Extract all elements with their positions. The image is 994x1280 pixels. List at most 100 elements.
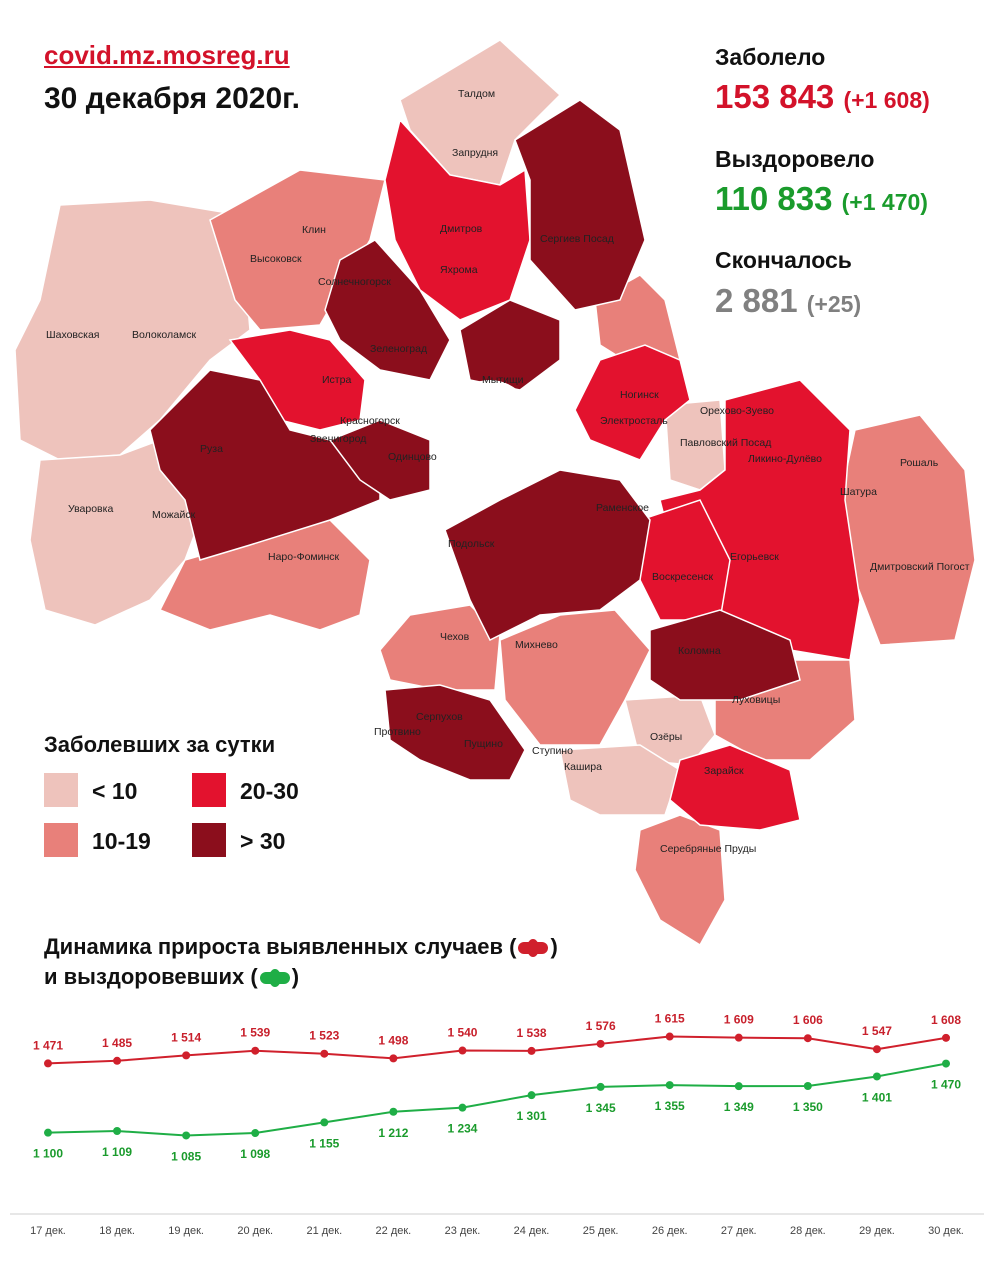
recovered-point xyxy=(389,1107,398,1116)
recovered-point xyxy=(320,1118,329,1127)
cases-data-label: 1 514 xyxy=(171,1030,201,1044)
map-label: Ликино-Дулёво xyxy=(748,453,822,465)
recovered-data-label: 1 345 xyxy=(586,1101,616,1115)
region-solnech xyxy=(324,239,451,381)
map-label: Дмитровский Погост xyxy=(870,561,970,573)
legend-swatch-lt10 xyxy=(44,773,78,807)
recovered-point xyxy=(113,1126,122,1135)
cases-data-label: 1 471 xyxy=(33,1038,63,1052)
map-label: Ногинск xyxy=(620,389,659,401)
recovered-series-icon xyxy=(259,969,290,988)
map-label: Мытищи xyxy=(482,374,524,386)
x-tick-label: 26 дек. xyxy=(652,1225,688,1237)
cases-point xyxy=(803,1034,812,1043)
legend-swatch-10-19 xyxy=(44,823,78,857)
legend-title: Заболевших за сутки xyxy=(44,732,276,757)
region-shatura xyxy=(839,414,976,646)
recovered-value: 110 833 (+1 470) xyxy=(715,180,928,218)
cases-point xyxy=(458,1046,467,1055)
region-noginsk xyxy=(574,344,691,461)
x-tick-label: 23 дек. xyxy=(445,1225,481,1237)
cases-point xyxy=(527,1046,536,1055)
cases-delta: (+1 608) xyxy=(843,87,930,113)
chart-title-line1-end: ) xyxy=(550,934,558,959)
cases-point xyxy=(872,1045,881,1054)
region-odintsovo xyxy=(328,419,431,501)
map-label: Раменское xyxy=(596,502,649,514)
cases-data-label: 1 498 xyxy=(378,1033,408,1047)
recovered-data-label: 1 349 xyxy=(724,1100,754,1114)
recovered-data-label: 1 234 xyxy=(447,1122,477,1136)
cases-point xyxy=(44,1059,52,1068)
cases-point xyxy=(596,1039,605,1048)
cases-label: Заболело xyxy=(715,44,826,70)
x-tick-label: 18 дек. xyxy=(99,1225,135,1237)
legend-label-lt10: < 10 xyxy=(92,778,138,804)
cases-data-label: 1 608 xyxy=(931,1013,961,1027)
recovered-point xyxy=(458,1103,467,1112)
recovered-series-line xyxy=(47,1062,947,1137)
recovered-data-label: 1 098 xyxy=(240,1147,270,1161)
site-link[interactable]: covid.mz.mosreg.ru xyxy=(44,40,290,70)
cases-data-label: 1 609 xyxy=(724,1013,754,1027)
deaths-delta: (+25) xyxy=(806,291,862,317)
map-label: Наро-Фоминск xyxy=(268,551,340,563)
map-label: Запрудня xyxy=(452,147,498,159)
region-sergiev xyxy=(514,99,646,311)
moscow-city xyxy=(440,380,540,500)
recovered-data-label: 1 109 xyxy=(102,1145,132,1159)
x-tick-label: 19 дек. xyxy=(168,1225,204,1237)
legend-label-10-19: 10-19 xyxy=(92,828,151,854)
recovered-label: Выздоровело xyxy=(715,146,875,172)
cases-point xyxy=(665,1032,674,1041)
map-label: Чехов xyxy=(440,631,470,643)
map-label: Воскресенск xyxy=(652,571,714,583)
cases-point xyxy=(942,1033,950,1042)
recovered-point xyxy=(182,1131,191,1140)
recovered-data-label: 1 401 xyxy=(862,1090,892,1104)
recovered-point xyxy=(942,1059,950,1068)
map-label: Волоколамск xyxy=(132,329,196,341)
chart-title: Динамика прироста выявленных случаев () … xyxy=(44,932,558,992)
chart-title-line2-end: ) xyxy=(291,964,300,989)
region-serpukhov xyxy=(384,684,526,781)
cases-data-label: 1 615 xyxy=(655,1012,685,1026)
cases-point xyxy=(182,1051,191,1060)
dynamics-chart: 17 дек. 18 дек. 19 дек. 20 дек. 21 дек. 22 де… xyxy=(10,1012,984,1237)
region-chekhov xyxy=(379,604,501,691)
recovered-point xyxy=(803,1082,812,1090)
cases-data-label: 1 523 xyxy=(309,1029,339,1043)
recovered-delta: (+1 470) xyxy=(841,189,928,215)
cases-data-label: 1 606 xyxy=(793,1013,823,1027)
x-tick-label: 28 дек. xyxy=(790,1225,826,1237)
map-labels: Талдом Запрудня Клин Высоковск Дмитров Яхрома… xyxy=(46,88,970,855)
recovered-point xyxy=(527,1091,536,1100)
recovered-point xyxy=(44,1128,52,1137)
map-label: Одинцово xyxy=(388,451,437,463)
map-label: Зарайск xyxy=(704,765,744,777)
cases-point xyxy=(251,1046,260,1055)
x-tick-label: 24 дек. xyxy=(514,1225,550,1237)
recovered-data-label: 1 470 xyxy=(931,1078,961,1092)
legend-label-gt30: > 30 xyxy=(240,828,286,854)
region-zaraysk xyxy=(669,744,801,831)
region-stupino xyxy=(499,609,651,746)
map-label: Электросталь xyxy=(600,415,668,427)
map-label: Пущино xyxy=(464,738,503,750)
recovered-data-label: 1 350 xyxy=(793,1100,823,1114)
cases-point xyxy=(113,1056,122,1065)
recovered-point xyxy=(872,1072,881,1081)
x-tick-label: 21 дек. xyxy=(306,1225,342,1237)
cases-value: 153 843 (+1 608) xyxy=(715,78,930,116)
recovered-point xyxy=(251,1129,260,1138)
x-tick-label: 22 дек. xyxy=(376,1225,412,1237)
recovered-point xyxy=(665,1081,674,1090)
map-label: Павловский Посад xyxy=(680,437,771,449)
map-label: Дмитров xyxy=(440,223,483,235)
map-label: Яхрома xyxy=(440,264,478,276)
recovered-data-label: 1 155 xyxy=(309,1136,339,1150)
deaths-label: Скончалось xyxy=(715,247,852,273)
x-tick-label: 20 дек. xyxy=(237,1225,273,1237)
x-tick-label: 17 дек. xyxy=(30,1225,66,1237)
map-label: Шаховская xyxy=(46,329,100,341)
